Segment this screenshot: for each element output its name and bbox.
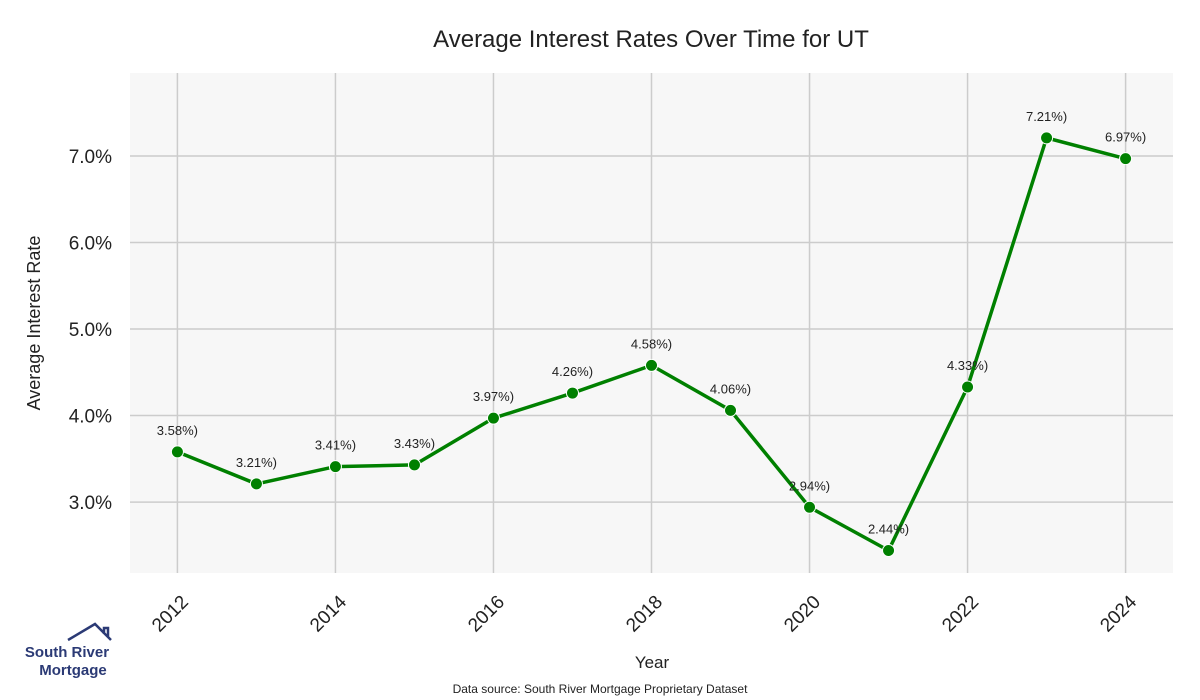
x-tick-label: 2018 xyxy=(622,592,667,637)
logo-text: Mortgage xyxy=(39,662,107,679)
data-label: 3.21%) xyxy=(236,455,277,470)
data-point xyxy=(249,477,263,491)
data-label: 4.06%) xyxy=(710,381,751,396)
data-label: 4.58%) xyxy=(631,336,672,351)
chart-title: Average Interest Rates Over Time for UT xyxy=(433,26,869,53)
data-point xyxy=(486,411,500,425)
data-label: 4.26%) xyxy=(552,364,593,379)
data-point xyxy=(724,403,738,417)
data-label: 3.97%) xyxy=(473,389,514,404)
data-point xyxy=(328,460,342,474)
x-tick-label: 2024 xyxy=(1096,591,1141,636)
data-point xyxy=(1119,152,1133,166)
y-tick-label: 3.0% xyxy=(69,493,112,514)
data-label: 3.43%) xyxy=(394,436,435,451)
data-point xyxy=(565,386,579,400)
data-label: 7.21%) xyxy=(1026,109,1067,124)
logo: South River Mortgage xyxy=(25,622,112,679)
logo-roof xyxy=(67,622,112,642)
x-tick-label: 2020 xyxy=(780,592,825,637)
data-point xyxy=(645,358,658,372)
data-label: 2.44%) xyxy=(868,522,909,537)
source-note: Data source: South River Mortgage Propri… xyxy=(453,682,748,696)
data-label: 6.97%) xyxy=(1105,130,1146,145)
x-tick-label: 2012 xyxy=(148,592,193,637)
data-label: 4.33%) xyxy=(947,358,988,373)
y-tick-label: 5.0% xyxy=(69,320,112,341)
data-label: 2.94%) xyxy=(789,478,830,493)
x-tick-label: 2022 xyxy=(938,592,983,637)
data-point xyxy=(803,500,817,514)
x-tick-label: 2014 xyxy=(306,591,351,636)
data-point xyxy=(170,445,184,459)
y-tick-label: 7.0% xyxy=(69,147,112,168)
data-point xyxy=(882,544,896,558)
data-point xyxy=(961,380,975,394)
y-tick-label: 4.0% xyxy=(69,407,112,428)
data-label: 3.58%) xyxy=(157,423,198,438)
data-label: 3.41%) xyxy=(315,438,356,453)
data-point xyxy=(1040,131,1054,145)
data-point xyxy=(407,458,421,472)
y-tick-label: 6.0% xyxy=(69,234,112,255)
x-axis-label: Year xyxy=(635,653,670,672)
x-tick-label: 2016 xyxy=(464,592,509,637)
y-axis-label: Average Interest Rate xyxy=(24,236,44,411)
logo-text: South River xyxy=(25,644,109,661)
